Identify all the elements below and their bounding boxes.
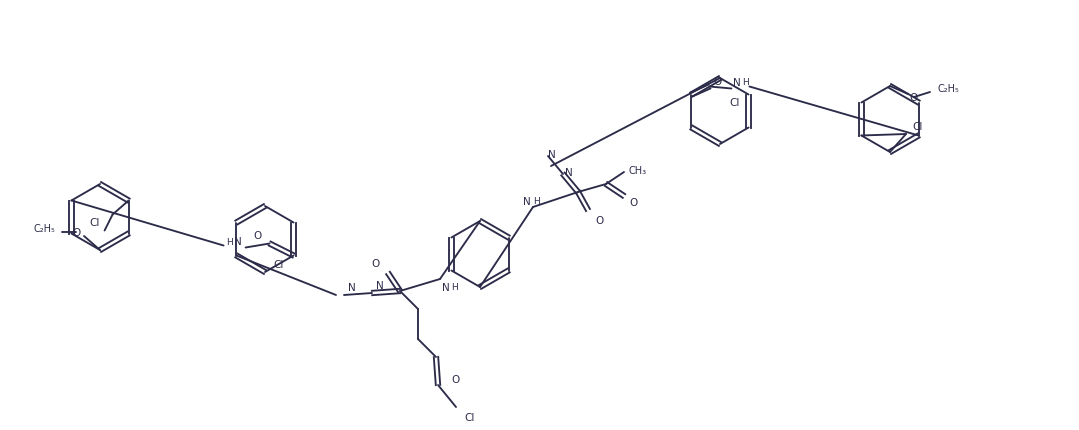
Text: Cl: Cl bbox=[90, 218, 99, 228]
Text: Cl: Cl bbox=[729, 98, 740, 108]
Text: O: O bbox=[452, 374, 460, 384]
Text: H: H bbox=[227, 237, 233, 246]
Text: C₂H₅: C₂H₅ bbox=[938, 84, 959, 94]
Text: N: N bbox=[442, 283, 450, 292]
Text: O: O bbox=[713, 76, 722, 86]
Text: N: N bbox=[548, 150, 556, 160]
Text: O: O bbox=[72, 227, 80, 237]
Text: H: H bbox=[452, 283, 459, 292]
Text: Cl: Cl bbox=[274, 259, 284, 269]
Text: N: N bbox=[733, 77, 740, 87]
Text: O: O bbox=[910, 93, 918, 103]
Text: O: O bbox=[372, 258, 380, 268]
Text: H: H bbox=[533, 196, 540, 205]
Text: N: N bbox=[349, 283, 356, 292]
Text: H: H bbox=[742, 78, 749, 87]
Text: O: O bbox=[254, 231, 262, 241]
Text: N: N bbox=[234, 237, 242, 247]
Text: C₂H₅: C₂H₅ bbox=[33, 224, 55, 233]
Text: Cl: Cl bbox=[913, 122, 924, 132]
Text: N: N bbox=[565, 168, 573, 178]
Text: N: N bbox=[377, 280, 384, 290]
Text: O: O bbox=[630, 197, 638, 208]
Text: CH₃: CH₃ bbox=[629, 166, 647, 175]
Text: Cl: Cl bbox=[465, 412, 475, 422]
Text: N: N bbox=[523, 197, 531, 206]
Text: O: O bbox=[595, 215, 603, 225]
